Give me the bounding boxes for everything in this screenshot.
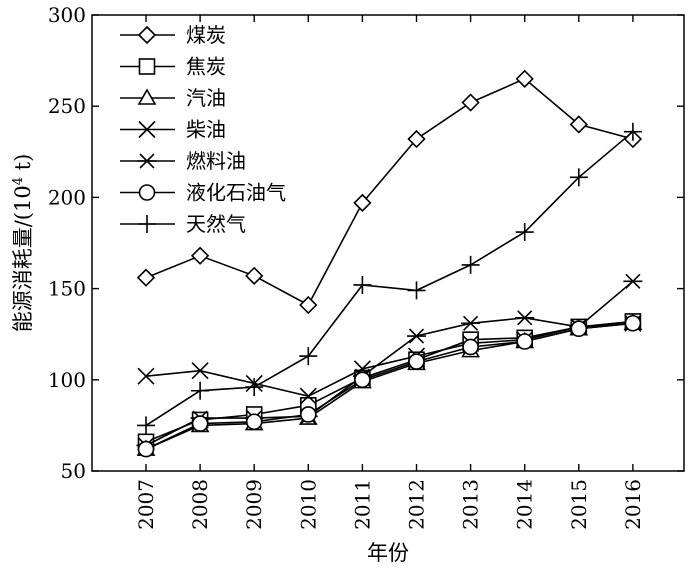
data-point: [137, 367, 155, 385]
y-axis: 50 100 150 200 250 300: [48, 3, 684, 483]
series-line: [145, 322, 633, 450]
data-point: [515, 223, 534, 242]
x-tick-label: 2009: [242, 479, 266, 530]
legend-item: 燃料油: [120, 149, 246, 173]
legend-marker: [137, 153, 157, 169]
legend-marker: [138, 120, 156, 139]
legend-label: 液化石油气: [186, 181, 286, 205]
y-axis-title: 能源消耗量/(104 t): [11, 154, 35, 333]
x-tick-label: 2008: [188, 479, 212, 530]
data-point: [354, 371, 371, 389]
legend-item: 煤炭: [120, 23, 226, 47]
legend-label: 焦炭: [186, 55, 226, 79]
y-tick-label: 100: [48, 368, 86, 392]
legend-marker: [137, 88, 157, 105]
series-line: [145, 77, 634, 307]
data-point: [623, 273, 643, 289]
data-point: [299, 295, 318, 315]
data-point: [190, 246, 210, 265]
data-point: [569, 168, 588, 187]
data-point: [515, 69, 534, 88]
data-point: [407, 328, 426, 344]
series-line: [145, 131, 634, 427]
x-tick-label: 2015: [567, 479, 591, 530]
data-point: [407, 281, 426, 300]
y-tick-label: 250: [48, 94, 86, 118]
x-tick-label: 2013: [459, 479, 483, 530]
series-square: [137, 313, 642, 451]
data-point: [408, 353, 425, 370]
y-axis-title-unit: t): [11, 154, 35, 177]
data-point: [516, 333, 534, 350]
data-point: [461, 315, 481, 331]
legend-marker: [137, 25, 157, 45]
data-point: [461, 255, 480, 274]
legend-item: 液化石油气: [120, 181, 286, 205]
data-point: [299, 387, 317, 405]
legend-item: 柴油: [120, 118, 226, 142]
legend-marker: [138, 184, 156, 201]
data-point: [569, 115, 588, 134]
y-axis-title-main: 能源消耗量/(10: [11, 185, 35, 332]
x-axis: 2007 2008 2009 2010 2011 2012 2013 2014 2015 2016: [134, 15, 645, 530]
y-tick-label: 300: [48, 3, 86, 27]
data-point: [462, 338, 479, 356]
data-point: [137, 440, 155, 458]
data-point: [407, 129, 426, 149]
series-plus: [137, 122, 642, 435]
data-point: [245, 378, 264, 397]
data-point: [245, 413, 263, 431]
series-x: [137, 314, 642, 405]
y-axis-title-superscript: 4: [11, 177, 26, 185]
plot-area: [136, 69, 643, 458]
x-tick-label: 2007: [134, 479, 158, 530]
data-point: [570, 320, 588, 338]
legend-marker: [138, 58, 156, 75]
series-diamond: [136, 69, 643, 315]
plot-frame: [91, 14, 685, 472]
legend-label: 燃料油: [186, 149, 246, 173]
legend-item: 天然气: [120, 212, 246, 236]
legend-label: 柴油: [186, 118, 226, 142]
x-tick-label: 2016: [621, 479, 645, 530]
legend-label: 煤炭: [186, 23, 226, 47]
y-tick-label: 200: [48, 185, 86, 209]
x-tick-label: 2012: [405, 479, 429, 530]
legend-label: 天然气: [186, 212, 246, 236]
data-point: [353, 193, 372, 213]
series-line: [145, 322, 633, 450]
data-point: [191, 415, 209, 432]
x-tick-label: 2014: [513, 479, 537, 530]
data-point: [299, 406, 317, 423]
data-point: [515, 310, 535, 326]
y-tick-label: 150: [48, 277, 86, 301]
data-point: [191, 362, 209, 380]
legend-item: 焦炭: [120, 55, 226, 79]
legend-marker: [138, 215, 156, 233]
series-circle: [137, 314, 642, 458]
legend-item: 汽油: [120, 86, 226, 110]
data-point: [191, 381, 210, 400]
data-point: [137, 416, 155, 435]
x-tick-label: 2011: [350, 479, 374, 530]
data-point: [353, 275, 372, 294]
series-line: [145, 322, 633, 398]
x-tick-label: 2010: [296, 479, 320, 530]
x-axis-title: 年份: [367, 541, 409, 565]
data-point: [624, 314, 642, 332]
series-line: [145, 320, 633, 443]
data-point: [136, 268, 156, 287]
data-point: [461, 93, 480, 112]
series-triangle: [136, 313, 643, 456]
data-point: [299, 347, 318, 366]
series-line: [145, 280, 634, 447]
data-point: [245, 266, 264, 285]
data-point: [623, 122, 642, 141]
y-tick-label: 50: [61, 459, 86, 483]
legend-label: 汽油: [186, 86, 226, 110]
